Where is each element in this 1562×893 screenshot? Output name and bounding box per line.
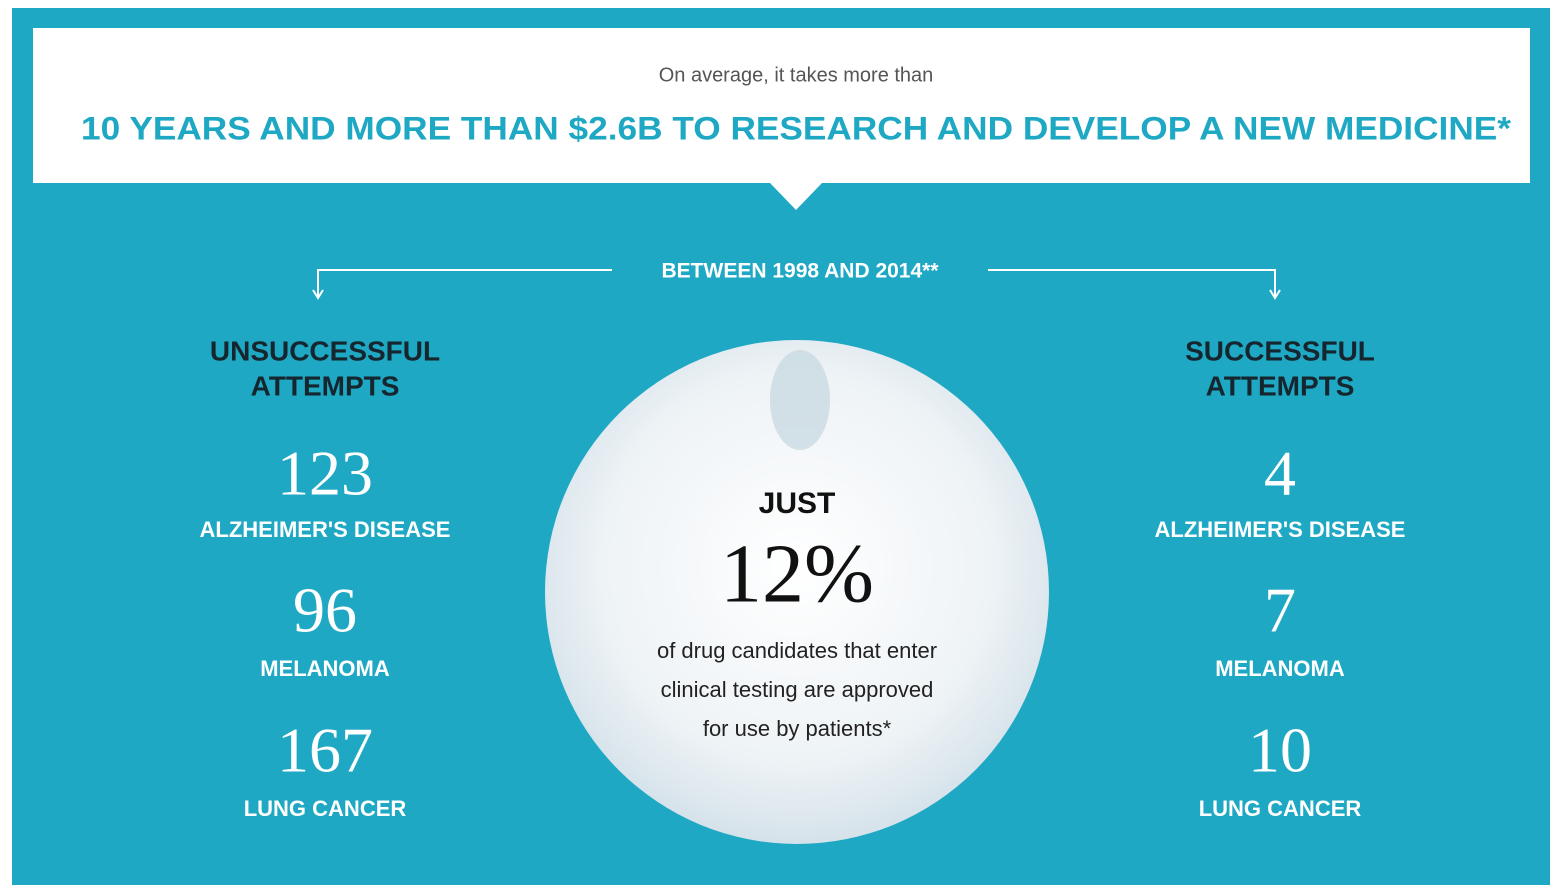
stat-label: MELANOMA [1215,656,1345,681]
stat-number: 7 [1264,575,1296,646]
header-intro: On average, it takes more than [659,64,934,86]
stat-number: 4 [1264,438,1296,509]
column-heading: ATTEMPTS [1206,370,1355,401]
header-box [33,28,1530,183]
center-figure: 12% [720,527,874,620]
stat-label: LUNG CANCER [244,796,407,821]
header-headline: 10 YEARS AND MORE THAN $2.6B TO RESEARCH… [81,110,1512,146]
center-text: of drug candidates that enter [657,638,937,663]
column-heading: SUCCESSFUL [1185,335,1375,366]
page: On average, it takes more than 10 YEARS … [0,0,1562,893]
center-text: clinical testing are approved [661,677,934,702]
stat-label: MELANOMA [260,656,390,681]
column-heading: UNSUCCESSFUL [210,335,440,366]
stat-label: ALZHEIMER'S DISEASE [1155,517,1406,542]
period-label: BETWEEN 1998 AND 2014** [662,260,940,283]
center-lead: JUST [759,487,836,520]
column-heading: ATTEMPTS [251,370,400,401]
center-text: for use by patients* [703,716,892,741]
stat-number: 167 [277,715,373,786]
stat-number: 123 [277,438,373,509]
stat-number: 10 [1248,715,1312,786]
infographic: On average, it takes more than 10 YEARS … [0,0,1562,893]
droplet [770,350,830,450]
stat-number: 96 [293,575,357,646]
stat-label: LUNG CANCER [1199,796,1362,821]
stat-label: ALZHEIMER'S DISEASE [200,517,451,542]
